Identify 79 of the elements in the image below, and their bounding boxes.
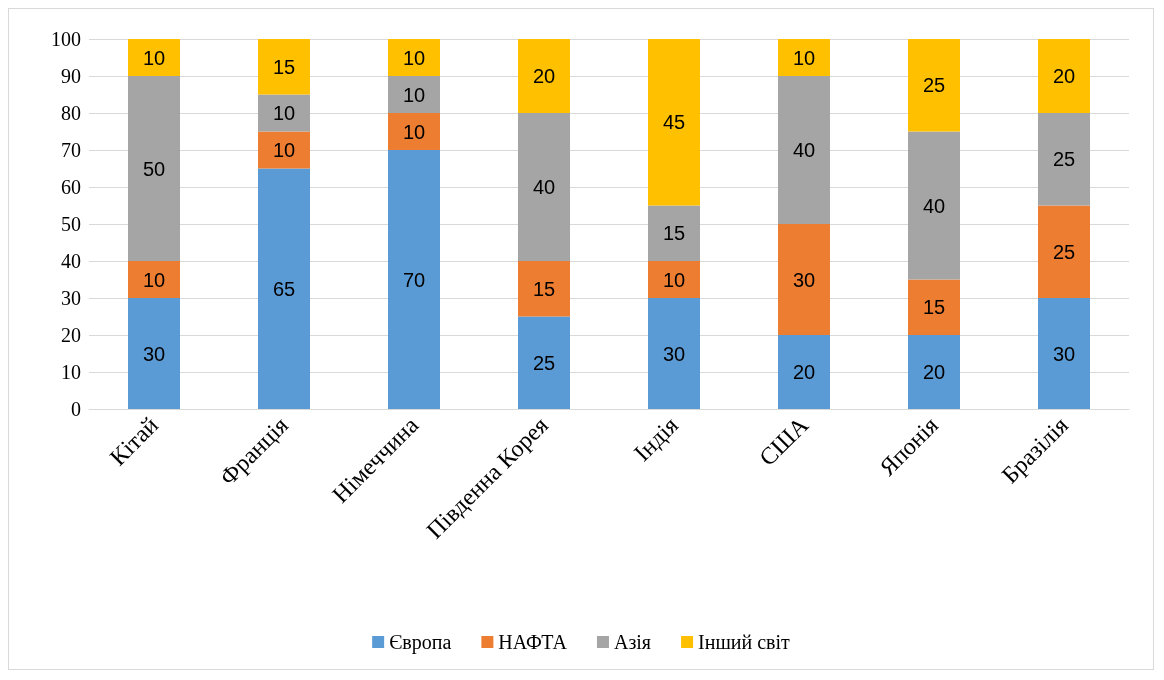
data-label: 40 [922,194,946,217]
y-tick-label: 0 [71,398,81,420]
y-tick-label: 40 [61,250,81,272]
bar [128,39,180,76]
legend-label: Інший світ [698,631,791,653]
bar [388,39,440,76]
y-tick-label: 30 [61,287,81,309]
bar [1038,205,1090,298]
data-label: 25 [922,74,946,97]
bar [258,131,310,169]
bar [128,76,180,261]
bar [1038,298,1090,409]
data-label: 10 [142,268,166,291]
bar [648,298,700,409]
bar [518,261,570,317]
data-label: 65 [272,277,296,300]
bar [518,39,570,113]
data-label: 15 [532,277,556,300]
data-label: 20 [922,361,946,383]
bar [778,224,830,335]
legend-label: Азія [613,631,652,653]
y-tick-label: 20 [61,324,81,346]
bar [908,39,960,132]
legend-label: НАФТА [498,631,568,653]
bar [908,131,960,280]
data-label: 10 [402,120,426,143]
bar [388,113,440,150]
bar [778,76,830,224]
bar [648,261,700,298]
data-label: 10 [142,46,166,69]
bar [388,150,440,409]
y-tick-label: 90 [61,65,81,87]
data-label: 10 [272,139,296,161]
data-label: 20 [792,361,816,383]
bar [128,261,180,298]
data-label: 10 [402,46,426,69]
bar [258,168,310,409]
bar [908,335,960,409]
data-label: 30 [1052,342,1076,365]
y-tick-label: 60 [61,176,81,198]
data-label: 15 [662,222,686,245]
bar [908,279,960,335]
bar [518,316,570,409]
data-label: 25 [532,351,556,374]
bar [388,76,440,113]
y-tick-label: 70 [61,139,81,161]
data-label: 15 [272,55,296,78]
data-label: 10 [662,268,686,291]
y-tick-label: 80 [61,102,81,124]
bar [128,298,180,409]
bar [258,94,310,132]
data-label: 45 [662,111,686,134]
y-tick-label: 50 [61,213,81,235]
data-label: 30 [142,342,166,365]
data-label: 10 [792,46,816,69]
bar [778,335,830,409]
data-label: 25 [1052,240,1076,263]
data-label: 15 [922,296,946,319]
data-label: 10 [272,102,296,124]
bar [778,39,830,76]
data-label: 40 [532,176,556,198]
bar [648,39,700,206]
data-label: 50 [142,157,166,180]
y-tick-label: 10 [61,361,81,383]
bar [258,39,310,95]
data-label: 20 [532,65,556,87]
data-label: 10 [402,83,426,106]
bar [648,205,700,261]
data-label: 25 [1052,148,1076,171]
data-label: 70 [402,268,426,291]
y-tick-label: 100 [51,28,81,50]
bar [1038,113,1090,206]
legend-label: Європа [389,631,452,654]
data-label: 30 [662,342,686,365]
bar [1038,39,1090,113]
data-label: 30 [792,268,816,291]
data-label: 20 [1052,65,1076,87]
bar [518,113,570,261]
data-label: 40 [792,139,816,161]
